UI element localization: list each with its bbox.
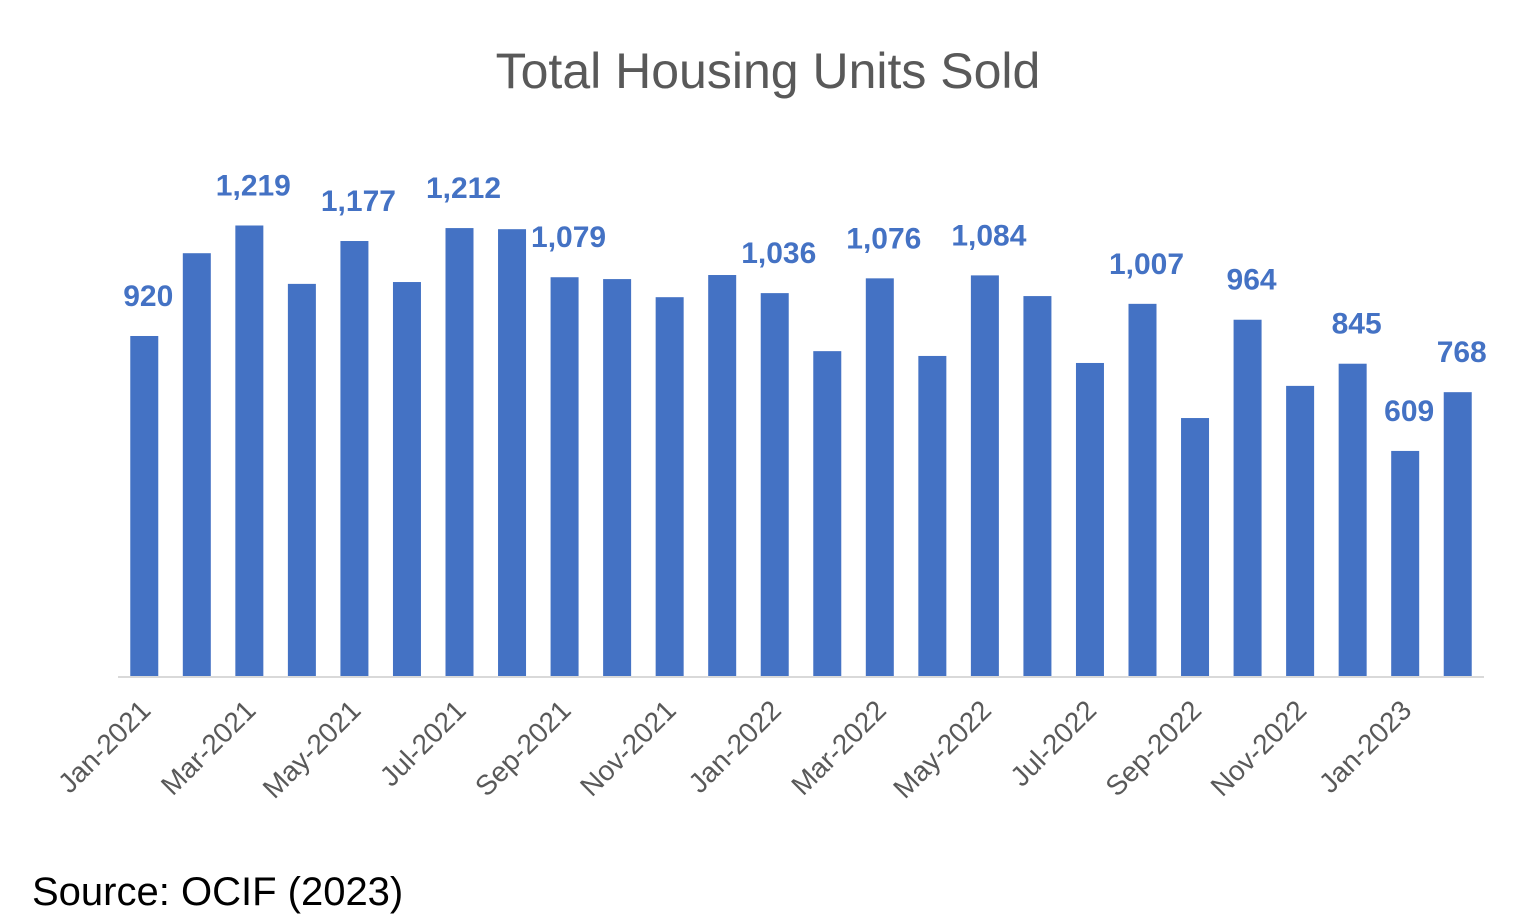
bar-may-2022 (970, 275, 999, 676)
x-tick-label: May-2022 (887, 694, 997, 804)
x-tick-label: Jan-2023 (1313, 694, 1417, 798)
bar-oct-2022 (1233, 319, 1262, 676)
x-tick-label: Jul-2021 (374, 694, 472, 792)
bar-jul-2021 (445, 228, 474, 677)
data-label: 1,076 (846, 222, 921, 255)
x-tick-label: Sep-2021 (469, 694, 577, 802)
data-label: 1,079 (531, 221, 606, 254)
bar-mar-2022 (865, 278, 894, 676)
bar-aug-2022 (1128, 303, 1157, 676)
bar-sep-2022 (1181, 418, 1210, 676)
x-tick-label: Jul-2022 (1004, 694, 1102, 792)
data-label: 845 (1332, 308, 1382, 341)
x-tick-label: Sep-2022 (1099, 694, 1207, 802)
bar-jun-2022 (1023, 296, 1052, 676)
data-label: 1,177 (321, 185, 396, 218)
bar-apr-2022 (918, 355, 947, 676)
chart-title: Total Housing Units Sold (496, 43, 1041, 99)
data-label: 1,036 (741, 237, 816, 270)
x-tick-label: Nov-2022 (1205, 694, 1313, 802)
bar-feb-2021 (182, 253, 211, 677)
source-note: Source: OCIF (2023) (32, 870, 404, 914)
x-tick-label: Nov-2021 (574, 694, 682, 802)
data-label: 1,212 (426, 172, 501, 205)
bar-dec-2021 (708, 275, 737, 676)
x-tick-label: Mar-2022 (785, 694, 892, 801)
data-label: 1,007 (1109, 248, 1184, 281)
data-label: 1,084 (951, 219, 1026, 252)
data-label: 1,219 (216, 169, 291, 202)
data-label: 609 (1384, 395, 1434, 428)
bar-nov-2022 (1286, 385, 1315, 676)
bar-jan-2021 (130, 335, 159, 676)
x-tick-label: Jan-2022 (682, 694, 786, 798)
bar-feb-2022 (813, 351, 842, 676)
bar-jan-2023 (1391, 450, 1420, 676)
data-label: 964 (1227, 264, 1277, 297)
bar-jun-2021 (392, 282, 421, 676)
bar-may-2021 (340, 241, 369, 676)
bar-sep-2021 (550, 277, 579, 676)
bar-aug-2021 (498, 229, 527, 676)
bar-jul-2022 (1075, 362, 1104, 676)
x-tick-label: May-2021 (257, 694, 367, 804)
bar-apr-2021 (287, 283, 316, 676)
bar-feb-2023 (1443, 392, 1472, 676)
data-label: 768 (1437, 336, 1487, 369)
bar-jan-2022 (760, 293, 789, 676)
bar-nov-2021 (655, 297, 684, 676)
x-tick-label: Mar-2021 (155, 694, 262, 801)
bar-mar-2021 (235, 225, 264, 676)
bar-oct-2021 (603, 279, 632, 676)
x-tick-label: Jan-2021 (52, 694, 156, 798)
data-label: 920 (123, 280, 173, 313)
bar-dec-2022 (1338, 363, 1367, 676)
